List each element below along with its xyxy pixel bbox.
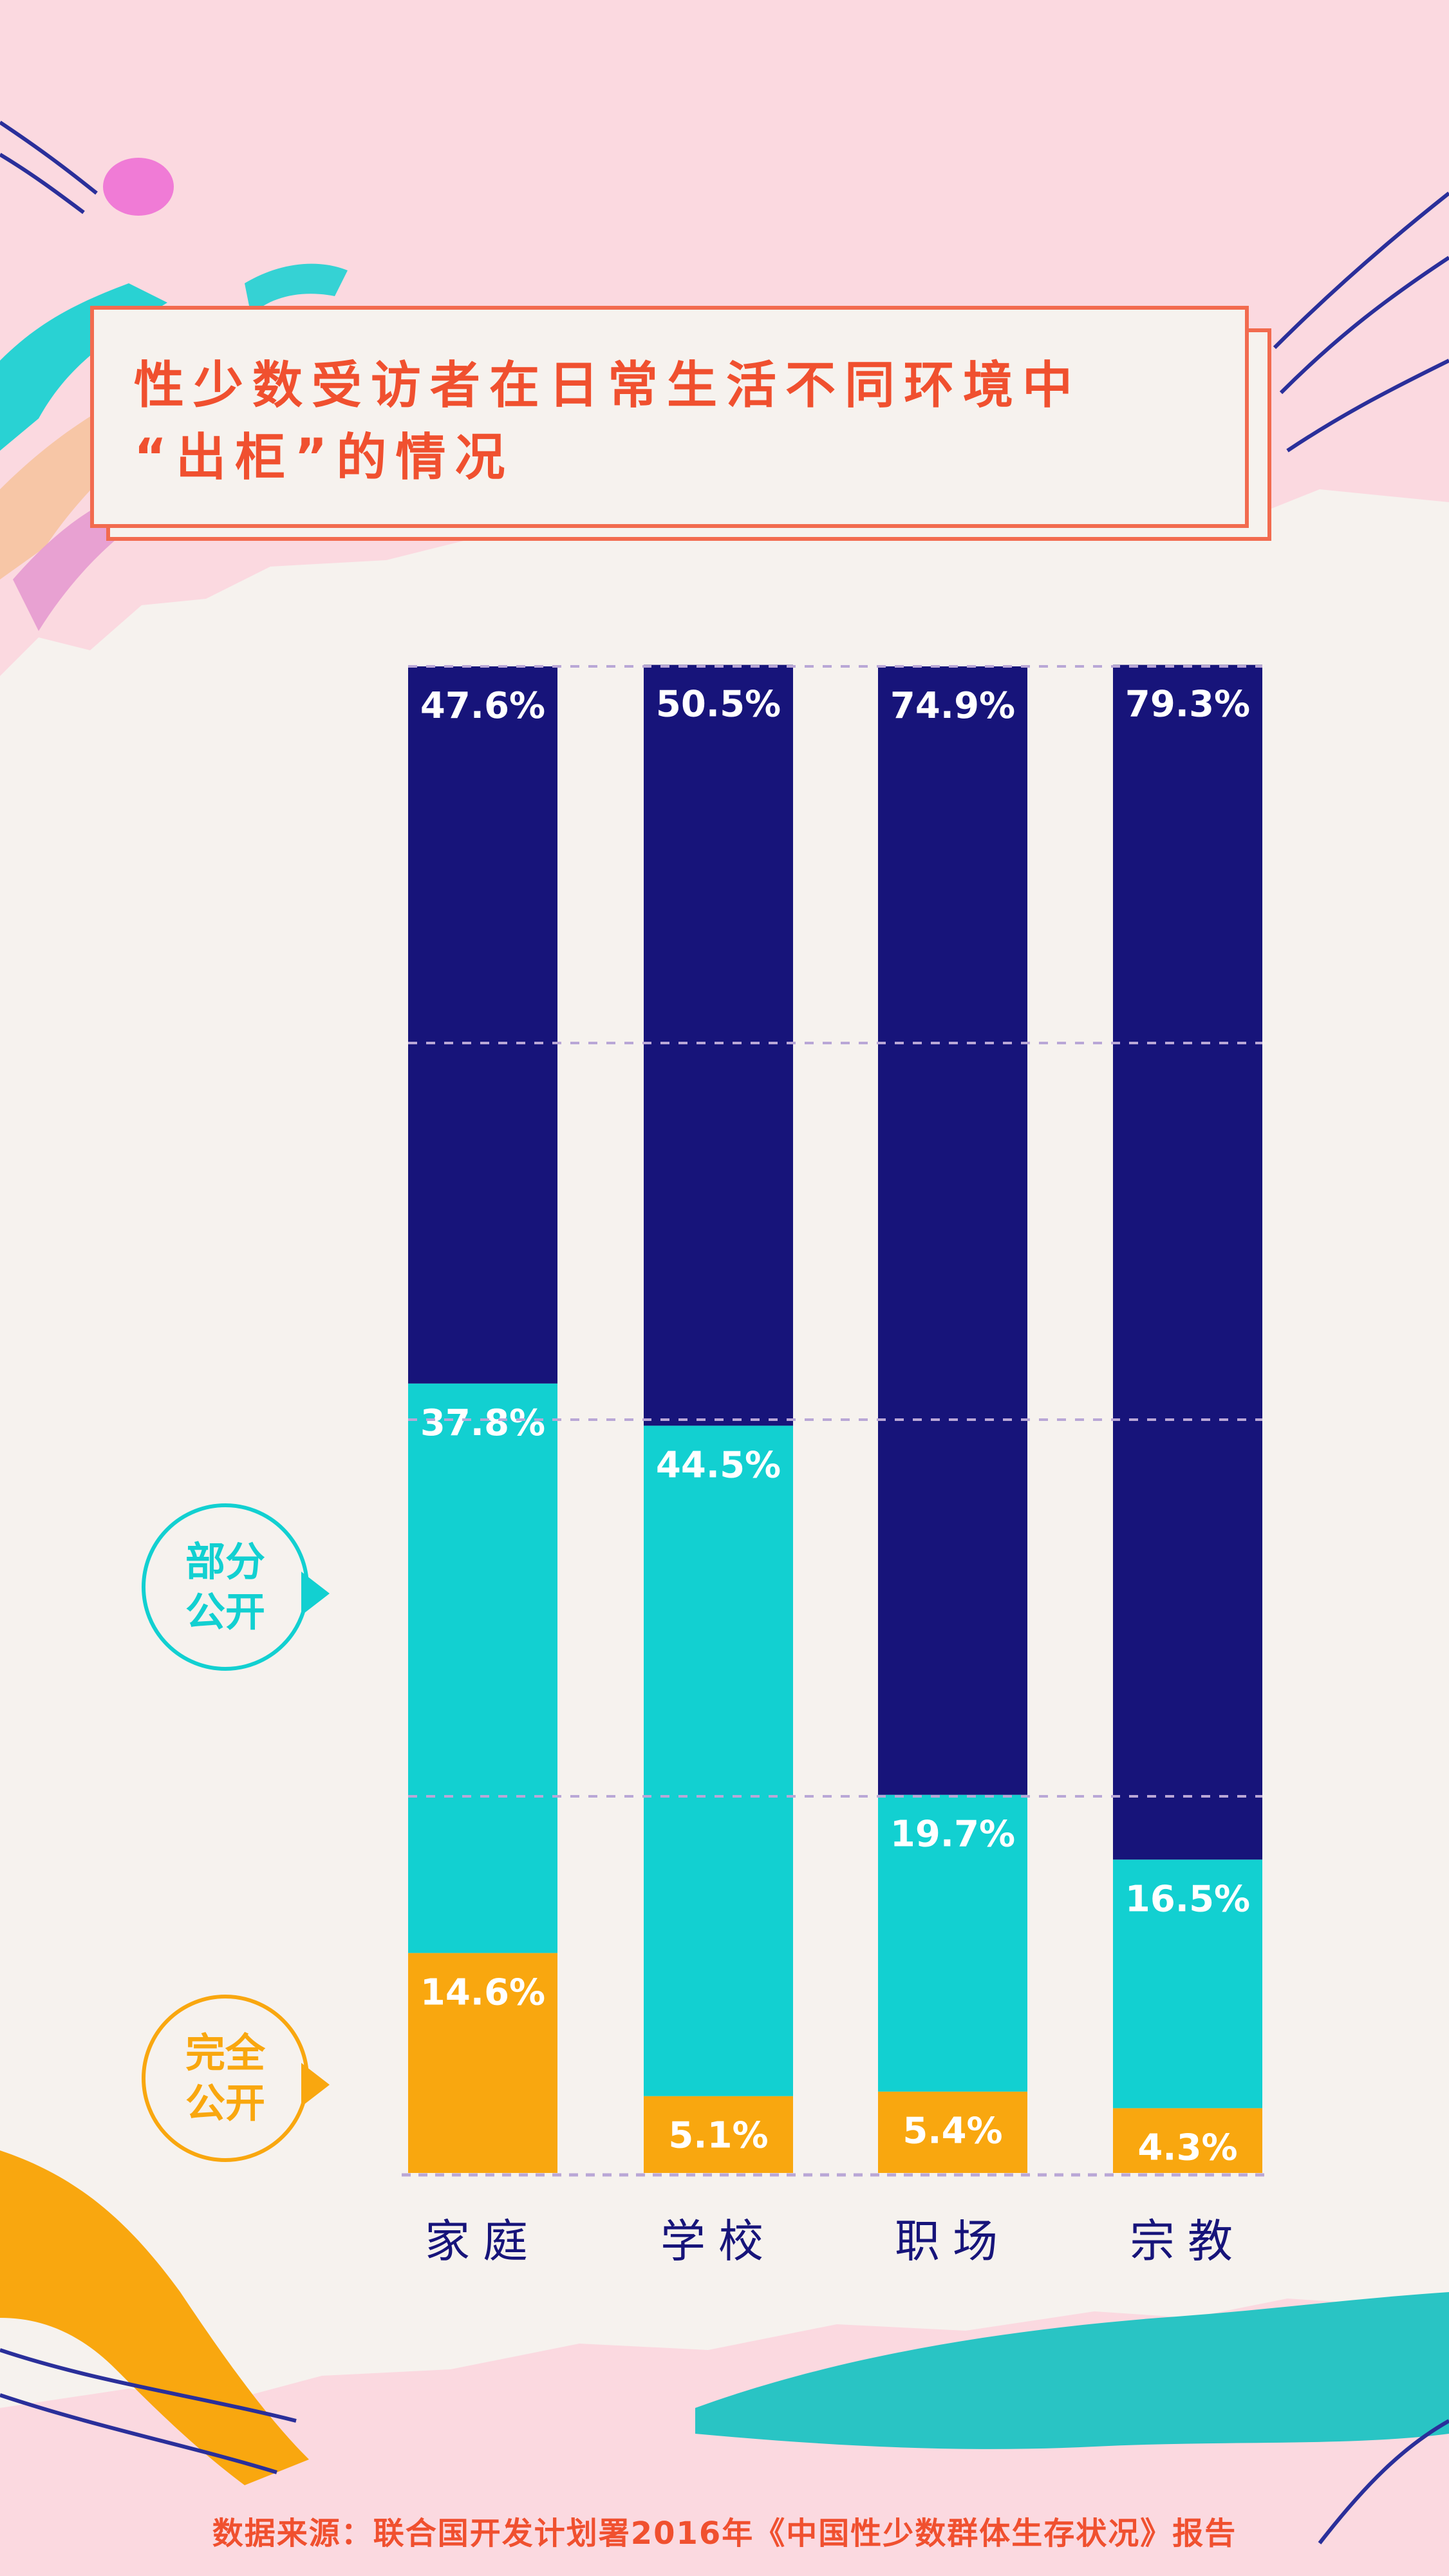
data-label-full-2: 5.1% bbox=[668, 2115, 768, 2157]
data-labels: 14.6% 37.8% 47.6% 5.1% 44.5% 50.5% 5.4% 19.7% 74… bbox=[420, 684, 1250, 2169]
legend-partial-pointer bbox=[301, 1572, 330, 1615]
data-label-full-4: 4.3% bbox=[1137, 2127, 1237, 2168]
legend-partial-label: 部分 公开 bbox=[185, 1538, 265, 1635]
bar-not-public-4 bbox=[1113, 664, 1262, 1860]
legend-full-pointer bbox=[301, 2063, 330, 2107]
category-label-1: 家庭 bbox=[425, 2215, 541, 2268]
legend-full-label: 完全 公开 bbox=[185, 2029, 265, 2127]
bar-not-public-3 bbox=[878, 666, 1027, 1795]
bar-full-2 bbox=[644, 2096, 793, 2173]
bar-not-public-2 bbox=[644, 664, 793, 1426]
title-box: 性少数受访者在日常生活不同环境中 “出柜”的情况 bbox=[90, 306, 1249, 528]
chart-title: 性少数受访者在日常生活不同环境中 “出柜”的情况 bbox=[134, 350, 1219, 494]
bar-full-3 bbox=[878, 2091, 1027, 2173]
category-label-3: 职场 bbox=[895, 2215, 1011, 2268]
data-label-partial-4: 16.5% bbox=[1125, 1878, 1250, 1920]
data-label-partial-2: 44.5% bbox=[656, 1444, 781, 1486]
gridlines bbox=[402, 665, 1269, 2177]
data-label-not-public-4: 79.3% bbox=[1125, 684, 1250, 726]
data-label-not-public-2: 50.5% bbox=[656, 684, 781, 726]
data-label-not-public-3: 74.9% bbox=[890, 685, 1015, 727]
data-label-full-1: 14.6% bbox=[420, 1971, 545, 2013]
data-label-full-3: 5.4% bbox=[902, 2111, 1002, 2152]
data-label-partial-3: 19.7% bbox=[890, 1814, 1015, 1856]
bar-full-1 bbox=[408, 1953, 557, 2173]
bar-full-4 bbox=[1113, 2108, 1262, 2173]
bars bbox=[408, 664, 1262, 2173]
bar-partial-4 bbox=[1113, 1859, 1262, 2109]
title-line-2: “出柜”的情况 bbox=[134, 429, 514, 487]
legend-partial-bubble: 部分 公开 bbox=[142, 1503, 330, 1671]
bar-partial-3 bbox=[878, 1794, 1027, 2092]
title-line-1: 性少数受访者在日常生活不同环境中 bbox=[134, 357, 1082, 415]
category-label-4: 宗教 bbox=[1130, 2215, 1246, 2268]
data-source-note: 数据来源：联合国开发计划署2016年《中国性少数群体生存状况》报告 bbox=[212, 2515, 1237, 2552]
bar-partial-2 bbox=[644, 1425, 793, 2096]
data-label-partial-1: 37.8% bbox=[420, 1402, 545, 1444]
bar-partial-1 bbox=[408, 1383, 557, 1953]
data-label-not-public-1: 47.6% bbox=[420, 685, 545, 727]
category-label-2: 学校 bbox=[660, 2215, 776, 2268]
bar-not-public-1 bbox=[408, 666, 557, 1384]
legend-full-bubble: 完全 公开 bbox=[142, 1995, 330, 2162]
